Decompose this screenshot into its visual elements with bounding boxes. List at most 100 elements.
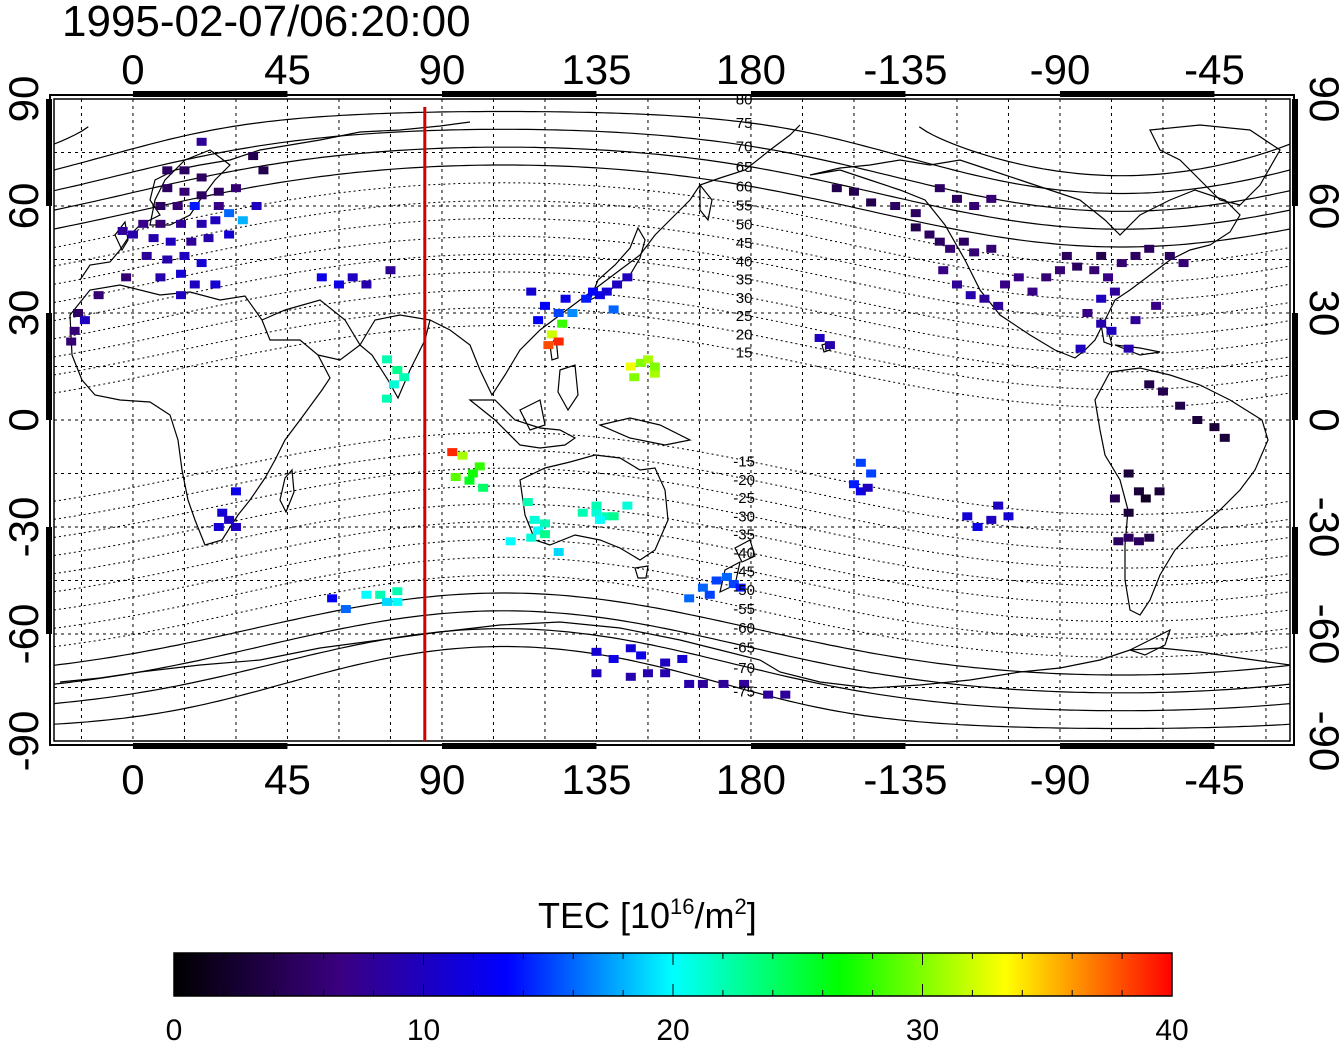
contour-label: 15	[736, 345, 753, 362]
contour-line	[54, 271, 1290, 355]
tec-point	[141, 251, 152, 260]
tec-point	[649, 369, 660, 378]
tec-point	[938, 266, 949, 275]
tec-point	[474, 462, 485, 471]
x-tick-label-bottom: 0	[121, 756, 144, 803]
tec-point	[581, 294, 592, 303]
tec-point	[385, 266, 396, 275]
x-tick-label-bottom: 90	[419, 756, 466, 803]
tec-point	[382, 355, 393, 364]
tec-point	[361, 590, 372, 599]
tec-point	[951, 194, 962, 203]
y-tick-label-left: -60	[0, 604, 47, 665]
tec-point	[625, 362, 636, 371]
tec-point	[1089, 266, 1100, 275]
coastline-arabia	[261, 299, 361, 361]
coastline-antarctic-peninsula	[1128, 628, 1172, 656]
tec-point	[224, 230, 235, 239]
tec-point	[539, 519, 550, 528]
tec-point	[1000, 280, 1011, 289]
x-tick-label-top: 45	[264, 46, 311, 93]
contour-line	[54, 110, 1290, 195]
tec-point	[533, 526, 544, 535]
tec-point	[361, 280, 372, 289]
map-timestamp-title: 1995-02-07/06:20:00	[62, 0, 471, 46]
tec-point	[1219, 433, 1230, 442]
tec-point	[642, 669, 653, 678]
tec-point	[601, 287, 612, 296]
y-tick-labels-right: 90 60 30 0 -30 -60 -90	[1301, 76, 1344, 772]
tec-point	[1003, 512, 1014, 521]
tec-point	[189, 202, 200, 210]
tec-point	[1072, 262, 1083, 271]
coastline-europe	[79, 121, 471, 281]
tec-point	[155, 202, 166, 210]
coastline-taiwan-philippines	[549, 336, 579, 412]
contour-label: 80	[736, 91, 753, 108]
tec-point	[831, 184, 842, 193]
contour-line	[54, 574, 1290, 658]
tec-point	[388, 380, 399, 389]
tec-point	[945, 244, 956, 253]
contour-line	[54, 521, 1290, 605]
tec-point	[1096, 251, 1107, 260]
tec-point	[230, 523, 241, 531]
tec-point	[155, 273, 166, 282]
contour-label: -65	[733, 639, 755, 656]
tec-point	[213, 187, 224, 196]
tec-point	[553, 309, 564, 317]
y-axis-bar-left	[46, 99, 52, 206]
contour-line	[54, 628, 1290, 712]
tec-point	[718, 679, 729, 688]
tec-point	[625, 644, 636, 653]
x-tick-label-bottom: -135	[863, 756, 947, 803]
tec-point	[1027, 287, 1038, 296]
tec-point	[1140, 494, 1151, 503]
contour-line	[54, 325, 1290, 408]
contour-label: -75	[733, 683, 755, 700]
tec-point	[1041, 273, 1052, 282]
tec-point	[217, 508, 228, 517]
tec-point	[728, 580, 739, 589]
colorbar-title: TEC [1016/m2]	[538, 894, 757, 936]
tec-point	[196, 137, 207, 146]
tec-point	[636, 358, 647, 367]
axis-tick-bars	[46, 91, 1298, 749]
tec-point	[1061, 251, 1072, 260]
tec-point	[979, 294, 990, 303]
contour-label: 40	[736, 253, 753, 270]
tec-point	[739, 679, 750, 688]
tec-point	[162, 166, 173, 175]
tec-point	[697, 679, 708, 688]
tec-point	[230, 184, 241, 193]
tec-point	[467, 469, 478, 478]
contour-line	[54, 503, 1290, 587]
tec-point	[642, 355, 653, 364]
y-axis-bar-right	[1292, 527, 1298, 634]
tec-point	[526, 533, 537, 542]
x-axis-bar-bottom	[441, 743, 597, 749]
tec-point	[1175, 401, 1186, 410]
contour-label: 70	[736, 138, 753, 155]
x-axis-bar-top	[132, 91, 288, 97]
tec-point	[189, 280, 200, 289]
tec-point	[965, 291, 976, 300]
tec-point	[704, 590, 715, 599]
tec-point	[1157, 387, 1168, 396]
tec-point	[848, 480, 859, 489]
contour-label: -15	[733, 454, 755, 471]
tec-point	[1130, 251, 1141, 260]
x-tick-label-bottom: 135	[561, 756, 631, 803]
contour-label: -25	[733, 490, 755, 507]
tec-point	[862, 483, 873, 492]
tec-point	[230, 487, 241, 496]
coastline-north-america	[809, 159, 1241, 359]
y-tick-label-right: -60	[1301, 604, 1344, 665]
tec-point	[66, 337, 77, 346]
contour-line	[54, 200, 1290, 284]
tec-point	[447, 448, 458, 457]
y-axis-bar-right	[1292, 99, 1298, 206]
coastline-kamchatka	[699, 183, 713, 222]
contour-label: -35	[733, 527, 755, 544]
x-tick-label-top: -45	[1184, 46, 1245, 93]
